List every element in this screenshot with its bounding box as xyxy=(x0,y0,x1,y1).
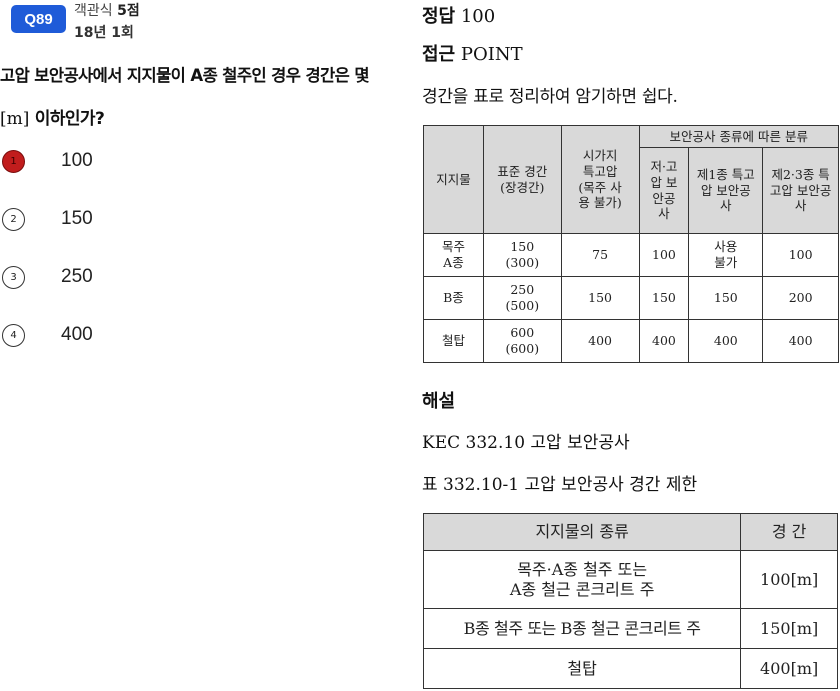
standard-value: 150 xyxy=(510,239,535,255)
cell-support-type: B종 철주 또는 B종 철근 콘크리트 주 xyxy=(422,608,742,649)
header-span: 경 간 xyxy=(740,513,838,551)
table-row: 목주 A종 150 (300) 75 100 사용 불가 100 xyxy=(423,233,839,277)
table2-title: 표 332.10-1 고압 보안공사 경간 제한 xyxy=(422,475,698,495)
question-text-line2: [m] 이하인가? xyxy=(0,104,105,129)
option-4-value: 400 xyxy=(61,324,93,345)
option-1-value: 100 xyxy=(61,150,93,171)
cell-special1: 400 xyxy=(688,319,764,363)
long-span-value: (300) xyxy=(505,255,540,270)
table-row: 목주·A종 철주 또는 A종 철근 콘크리트 주 100[m] xyxy=(422,550,838,609)
support-type-line1: 목주·A종 철주 또는 xyxy=(517,559,648,579)
option-4-number-icon: 4 xyxy=(2,324,25,347)
cell-span: 100[m] xyxy=(740,550,838,609)
header-urban: 시가지 특고압 (목주 사용 불가) xyxy=(560,125,640,234)
question-round: 18년 1회 xyxy=(74,25,134,41)
cell-span: 150[m] xyxy=(740,608,838,649)
cell-span: 400[m] xyxy=(740,648,838,689)
header-support-type: 지지물의 종류 xyxy=(422,513,742,551)
cell-standard: 250 (500) xyxy=(482,276,562,320)
cell-urban: 400 xyxy=(560,319,640,363)
question-number-badge: Q89 xyxy=(11,5,66,33)
approach-label: 접근 xyxy=(422,44,456,65)
long-span-value: (500) xyxy=(505,298,540,313)
table-row: B종 250 (500) 150 150 150 200 xyxy=(423,276,839,320)
option-2-number-icon: 2 xyxy=(2,208,25,231)
answer-value: 100 xyxy=(460,6,496,27)
cell-special23: 100 xyxy=(762,233,839,277)
cell-support: B종 xyxy=(423,276,484,320)
cell-support-type: 철탑 xyxy=(422,648,742,689)
header-low-high: 저·고압 보안공사 xyxy=(638,147,690,234)
question-unit: [m] xyxy=(0,109,30,129)
standard-value: 250 xyxy=(510,282,535,298)
option-4[interactable]: 4 400 xyxy=(0,321,160,351)
standard-value: 600 xyxy=(510,325,535,341)
header-security-group: 보안공사 종류에 따른 분류 xyxy=(638,125,839,148)
approach-hint: 경간을 표로 정리하여 암기하면 쉽다. xyxy=(422,87,678,107)
option-3[interactable]: 3 250 xyxy=(0,263,160,293)
cell-special23: 200 xyxy=(762,276,839,320)
cell-low-high: 400 xyxy=(638,319,690,363)
span-limit-table: 지지물의 종류 경 간 목주·A종 철주 또는 A종 철근 콘크리트 주 100[… xyxy=(422,513,838,689)
option-3-value: 250 xyxy=(61,266,93,287)
cell-special1: 사용 불가 xyxy=(688,233,764,277)
answer-line: 정답 100 xyxy=(422,2,495,28)
header-standard-span: 표준 경간 (장경간) xyxy=(482,125,562,234)
cell-support-type: 목주·A종 철주 또는 A종 철근 콘크리트 주 xyxy=(422,550,742,609)
cell-urban: 75 xyxy=(560,233,640,277)
question-type: 객관식 5점 xyxy=(74,0,140,20)
table-row: 철탑 400[m] xyxy=(422,648,838,689)
question-text-line1: 고압 보안공사에서 지지물이 A종 철주인 경우 경간은 몇 xyxy=(0,66,370,85)
cell-support: 철탑 xyxy=(423,319,484,363)
header-special23: 제2·3종 특고압 보안공사 xyxy=(762,147,839,234)
kec-reference: KEC 332.10 고압 보안공사 xyxy=(422,433,630,453)
support-type-line2: A종 철근 콘크리트 주 xyxy=(509,579,655,599)
option-1-number-icon: 1 xyxy=(2,150,25,173)
approach-line: 접근 POINT xyxy=(422,40,523,66)
explanation-title: 해설 xyxy=(422,391,456,412)
approach-value: POINT xyxy=(460,44,523,65)
table-row: 철탑 600 (600) 400 400 400 400 xyxy=(423,319,839,363)
long-span-value: (600) xyxy=(505,341,540,356)
cell-special1: 150 xyxy=(688,276,764,320)
question-text-end: 이하인가? xyxy=(34,109,105,129)
question-type-label: 객관식 xyxy=(74,3,113,19)
cell-low-high: 150 xyxy=(638,276,690,320)
option-2-value: 150 xyxy=(61,208,93,229)
option-3-number-icon: 3 xyxy=(2,266,25,289)
header-special1: 제1종 특고압 보안공사 xyxy=(688,147,764,234)
table-row: B종 철주 또는 B종 철근 콘크리트 주 150[m] xyxy=(422,608,838,649)
cell-standard: 150 (300) xyxy=(482,233,562,277)
cell-low-high: 100 xyxy=(638,233,690,277)
option-2[interactable]: 2 150 xyxy=(0,205,160,235)
answer-label: 정답 xyxy=(422,6,456,27)
cell-standard: 600 (600) xyxy=(482,319,562,363)
cell-support: 목주 A종 xyxy=(423,233,484,277)
cell-urban: 150 xyxy=(560,276,640,320)
cell-special23: 400 xyxy=(762,319,839,363)
span-summary-table: 지지물 표준 경간 (장경간) 시가지 특고압 (목주 사용 불가) 보안공사 … xyxy=(423,125,839,363)
option-1[interactable]: 1 100 xyxy=(0,147,160,177)
header-support: 지지물 xyxy=(423,125,484,234)
question-points: 5점 xyxy=(117,3,140,19)
